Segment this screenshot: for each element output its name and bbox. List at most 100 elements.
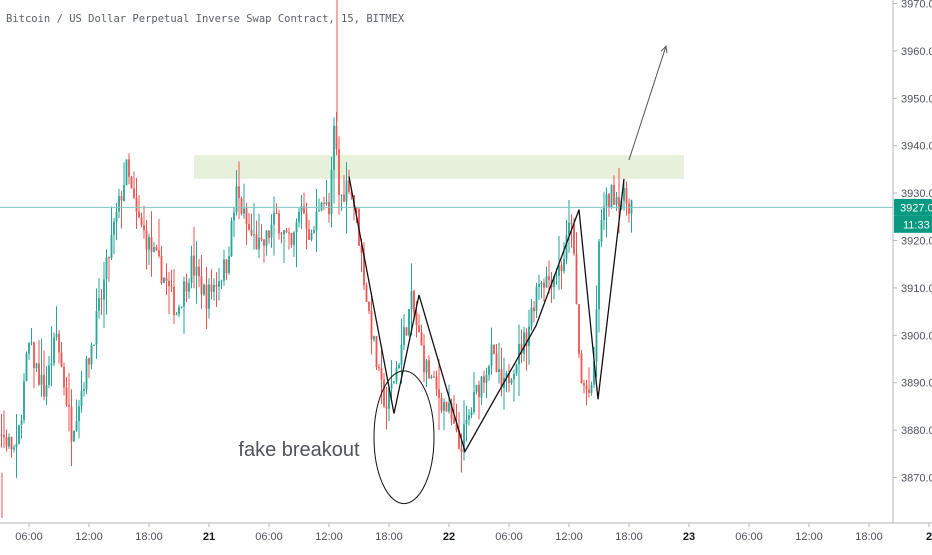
candle-body <box>570 222 573 225</box>
zigzag-pattern-line <box>348 176 625 454</box>
candle-body <box>608 194 610 208</box>
candle-body <box>370 310 373 340</box>
candle-body <box>258 237 260 250</box>
candle-body <box>265 230 268 246</box>
candle-body <box>73 430 75 442</box>
candle-body <box>290 232 293 246</box>
candle-body <box>10 436 13 450</box>
candle-body <box>500 369 503 388</box>
candle-body <box>0 434 3 436</box>
candle-body <box>235 186 238 213</box>
candle-body <box>535 286 538 311</box>
candle-body <box>540 282 543 284</box>
candle-body <box>288 232 290 234</box>
zone-layer <box>194 155 684 179</box>
candle-body <box>220 280 223 282</box>
candle-body <box>13 447 15 450</box>
candle-body <box>158 250 160 256</box>
candle-body <box>443 402 445 411</box>
candle-body <box>75 421 78 431</box>
candle-body <box>433 376 435 378</box>
candle-body <box>140 217 143 226</box>
candle-body <box>218 280 220 287</box>
chart-title: Bitcoin / US Dollar Perpetual Inverse Sw… <box>6 13 405 25</box>
candle-body <box>25 353 28 382</box>
candle-body <box>180 306 183 308</box>
candle-body <box>45 384 48 397</box>
candle-body <box>485 374 488 383</box>
candle-body <box>95 311 98 345</box>
candle-body <box>80 390 83 407</box>
candle-body <box>305 213 308 230</box>
countdown-label: 11:33 <box>903 219 930 231</box>
price-tick-label: 3940.0 <box>901 141 932 153</box>
candle-body <box>183 281 185 307</box>
candle-body <box>83 389 85 391</box>
time-tick-label: 18:00 <box>375 531 403 543</box>
candle-body <box>395 368 398 382</box>
candle-body <box>50 363 53 366</box>
candle-body <box>295 222 298 233</box>
candle-body <box>315 211 318 231</box>
time-tick-label: 18:00 <box>135 531 163 543</box>
candle-body <box>195 266 198 276</box>
price-tick-label: 3910.0 <box>901 283 932 295</box>
price-tick-label: 3950.0 <box>901 93 932 105</box>
price-tick-label: 3930.0 <box>901 188 932 200</box>
candle-body <box>48 365 50 385</box>
time-tick-label: 12:00 <box>75 531 103 543</box>
candle-body <box>610 185 613 208</box>
candle-body <box>578 304 580 354</box>
candle-body <box>568 222 570 236</box>
candle-body <box>293 232 295 246</box>
candle-body <box>160 255 163 284</box>
candle-body <box>285 230 288 233</box>
drawings-layer: fake breakout <box>238 45 668 505</box>
candle-body <box>343 194 345 202</box>
candle-body <box>70 406 73 442</box>
candle-body <box>325 201 328 204</box>
candle-body <box>470 411 473 416</box>
candle-body <box>590 384 593 393</box>
candle-body <box>390 383 393 389</box>
candle-body <box>418 325 420 333</box>
candle-body <box>300 206 303 212</box>
candle-body <box>148 237 150 250</box>
candle-body <box>168 280 170 287</box>
candle-body <box>3 435 5 438</box>
candle-body <box>20 420 23 425</box>
candle-body <box>248 223 250 230</box>
candle-body <box>530 307 533 327</box>
candle-body <box>348 180 350 192</box>
candle-body <box>88 358 90 365</box>
price-tick-label: 3920.0 <box>901 236 932 248</box>
candle-body <box>23 381 25 421</box>
last-price-label: 3927.0 <box>900 202 932 214</box>
time-tick-label: 06:00 <box>255 531 283 543</box>
candle-body <box>478 384 480 398</box>
candle-body <box>490 344 493 367</box>
candle-body <box>63 366 65 388</box>
candle-body <box>528 326 530 347</box>
candle-body <box>573 224 575 254</box>
candle-body <box>533 307 535 311</box>
candle-body <box>420 332 423 346</box>
candle-body <box>588 389 590 393</box>
candle-body <box>188 283 190 292</box>
candle-body <box>225 259 228 274</box>
candle-body <box>355 207 358 210</box>
time-tick-label: 06:00 <box>495 531 523 543</box>
candle-body <box>5 437 8 447</box>
candle-body <box>223 259 225 281</box>
candle-body <box>213 284 215 292</box>
candle-body <box>553 276 555 287</box>
candle-body <box>373 336 375 340</box>
candle-body <box>585 385 588 390</box>
candle-body <box>28 343 30 354</box>
time-tick-label: 23 <box>683 531 695 543</box>
candle-body <box>375 336 378 368</box>
candle-body <box>440 398 443 411</box>
candle-body <box>60 352 63 367</box>
